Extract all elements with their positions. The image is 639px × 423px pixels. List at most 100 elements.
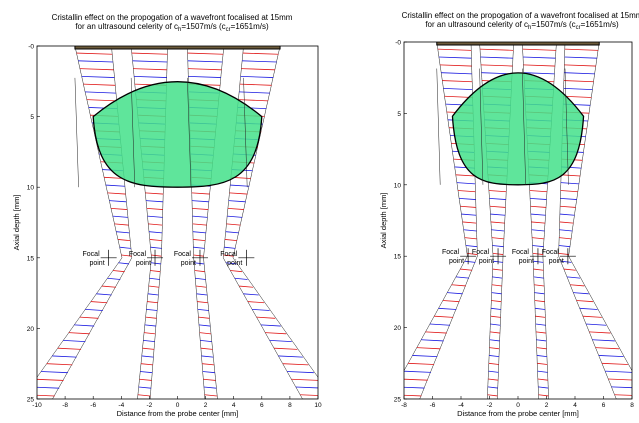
wavefront-line xyxy=(195,285,207,288)
chart-panel-1: Focal point Focal point Focal point Focal point… xyxy=(12,13,322,418)
wavefront-line xyxy=(230,184,250,187)
focal-label-line1: Focal xyxy=(129,251,147,258)
wavefront-line xyxy=(564,64,596,67)
title-text: =1507m/s (c xyxy=(531,20,575,29)
wavefront-line xyxy=(119,246,131,249)
title-subscript: cr xyxy=(576,25,581,31)
focal-label-line2: point xyxy=(479,258,494,265)
wavefront-line xyxy=(282,363,309,366)
x-tick-label: 4 xyxy=(573,402,577,409)
wavefront-line xyxy=(198,324,211,327)
wavefront-line xyxy=(223,254,234,257)
wavefront-line xyxy=(492,276,503,279)
wavefront-line xyxy=(535,323,546,326)
wavefront-line xyxy=(560,205,576,208)
x-tick-label: 6 xyxy=(260,402,264,409)
x-tick-label: -2 xyxy=(487,402,493,409)
wavefront-line xyxy=(564,72,595,75)
wavefront-line xyxy=(536,355,547,358)
wavefront-line xyxy=(530,213,546,216)
x-tick-label: 10 xyxy=(314,402,322,409)
wavefront-line xyxy=(455,174,475,177)
x-tick-label: 0 xyxy=(176,402,180,409)
lens-beam-edge xyxy=(187,77,192,188)
y-tick-label: 20 xyxy=(27,326,35,333)
wavefront-line xyxy=(529,190,548,193)
wavefront-line xyxy=(429,323,450,326)
y-tick-label: 10 xyxy=(27,185,35,192)
wavefront-line xyxy=(247,301,265,304)
wavefront-line xyxy=(228,200,246,203)
wavefront-line xyxy=(76,52,113,55)
wavefront-line xyxy=(225,231,239,234)
wavefront-line xyxy=(451,284,466,287)
wavefront-line xyxy=(491,229,505,232)
wavefront-line xyxy=(193,239,206,242)
focal-label-line2: point xyxy=(136,260,151,267)
wavefront-line xyxy=(192,223,207,226)
wavefront-line xyxy=(412,355,438,358)
chart-title-line2: for an ultrasound celerity of ch=1507m/s… xyxy=(75,22,269,33)
focal-label-line1: Focal xyxy=(542,249,560,256)
wavefront-line xyxy=(614,394,632,396)
wavefront-line xyxy=(37,386,60,389)
focal-label-line2: point xyxy=(181,260,196,267)
wavefront-line xyxy=(605,370,632,373)
wavefront-line xyxy=(148,231,163,234)
wavefront-line xyxy=(601,362,628,365)
y-tick-label: 25 xyxy=(27,397,35,404)
beam-outline xyxy=(222,46,318,399)
wavefront-line xyxy=(480,56,513,59)
wavefront-line xyxy=(140,363,153,366)
wavefront-line xyxy=(465,245,478,248)
wavefront-line xyxy=(149,277,160,280)
wavefront-line xyxy=(37,378,64,381)
plot-area xyxy=(37,46,318,399)
y-tick-label: 20 xyxy=(394,325,402,332)
wavefront-line xyxy=(116,231,130,234)
wavefront-line xyxy=(442,300,460,303)
wavefront-line xyxy=(523,72,555,75)
wavefront-line xyxy=(488,378,499,381)
x-tick-label: 8 xyxy=(288,402,292,409)
wavefront-line xyxy=(201,355,214,358)
lens-beam-edge xyxy=(436,68,441,185)
wavefront-line xyxy=(204,394,218,397)
wavefront-line xyxy=(188,75,221,78)
wavefront-line xyxy=(187,60,223,63)
wavefront-line xyxy=(535,315,546,318)
wavefront-line xyxy=(560,260,572,263)
wavefront-line xyxy=(598,355,624,358)
wavefront-line xyxy=(490,213,506,216)
wavefront-line xyxy=(86,99,117,102)
wavefront-line xyxy=(234,277,248,280)
wavefront-line xyxy=(105,184,125,187)
title-text: =1651m/s) xyxy=(581,20,619,29)
wavefront-line xyxy=(461,213,477,216)
wavefront-line xyxy=(560,190,579,193)
wavefront-line xyxy=(191,192,210,195)
wavefront-line xyxy=(576,300,594,303)
x-tick-label: -4 xyxy=(118,402,124,409)
wavefront-line xyxy=(490,315,501,318)
wavefront-line xyxy=(195,277,206,280)
wavefront-line xyxy=(198,316,210,319)
lens-beam-edge xyxy=(522,68,526,185)
wavefront-line xyxy=(193,246,205,249)
wavefront-line xyxy=(147,293,159,296)
wavefront-line xyxy=(564,48,599,51)
wavefront-line xyxy=(522,48,557,51)
wavefront-line xyxy=(131,52,168,55)
wavefront-line xyxy=(224,246,236,249)
wavefront-line xyxy=(438,307,457,310)
focal-label-line1: Focal xyxy=(512,249,530,256)
wavefront-line xyxy=(118,262,130,265)
wavefront-line xyxy=(96,293,112,296)
wavefront-line xyxy=(404,386,425,389)
wavefront-line xyxy=(455,276,470,279)
wavefront-line xyxy=(227,215,243,218)
wavefront-line xyxy=(295,386,318,389)
wavefront-line xyxy=(491,237,505,240)
wavefront-line xyxy=(81,75,115,78)
